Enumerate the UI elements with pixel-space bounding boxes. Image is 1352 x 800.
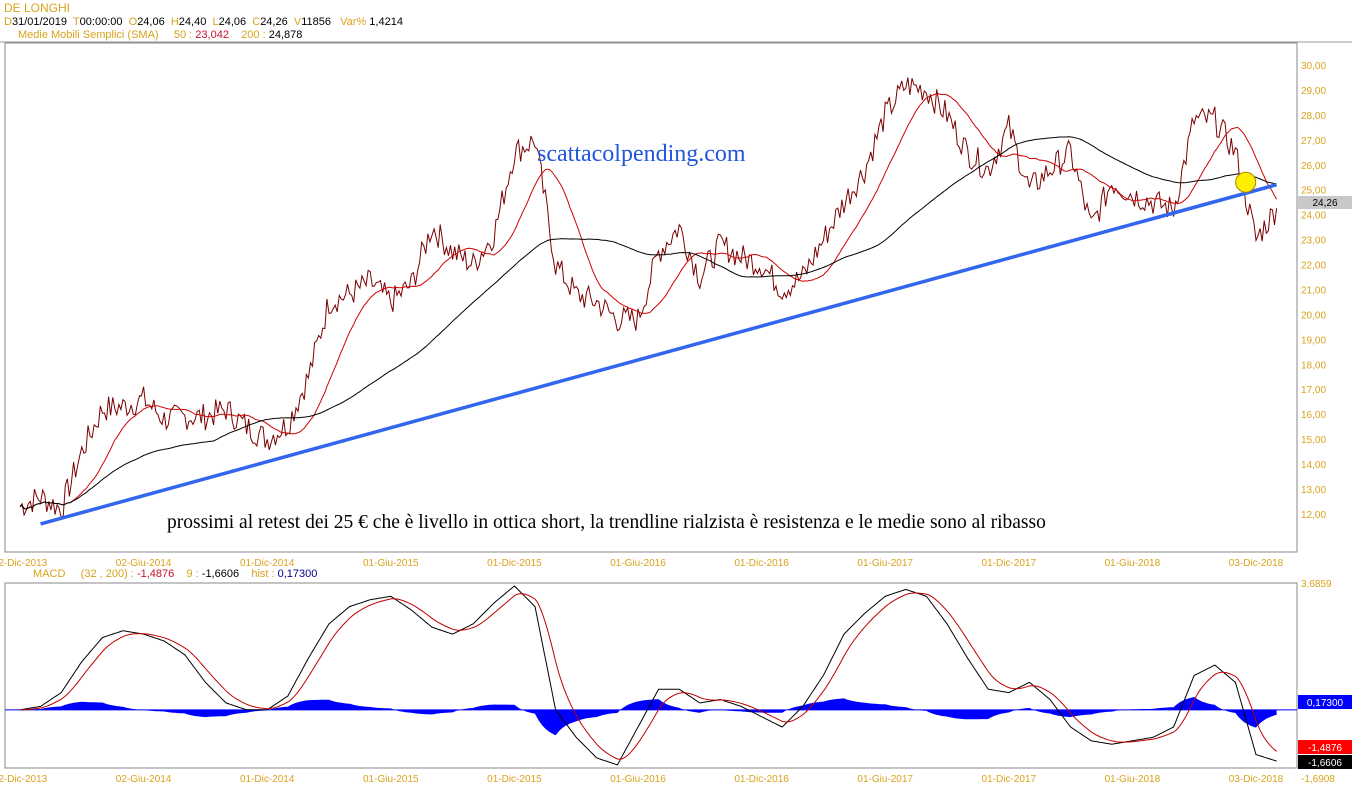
y-tick-label: 29,00 bbox=[1301, 86, 1326, 97]
chart-title: DE LONGHI bbox=[4, 1, 71, 15]
y-tick-label: 13,00 bbox=[1301, 485, 1326, 496]
retest-marker bbox=[1235, 171, 1257, 193]
macd-hist-value: 0,17300 bbox=[1298, 695, 1352, 709]
macd-y-tick-label: 3,6859 bbox=[1301, 579, 1332, 590]
y-tick-label: 17,00 bbox=[1301, 385, 1326, 396]
y-tick-label: 22,00 bbox=[1301, 261, 1326, 272]
macd-x-tick-label: 02-Dic-2013 bbox=[0, 774, 48, 785]
y-tick-label: 15,00 bbox=[1301, 435, 1326, 446]
macd-y-tick-label: -1,6908 bbox=[1301, 774, 1335, 785]
macd-x-tick-label: 02-Giu-2014 bbox=[116, 774, 172, 785]
x-tick-label: 01-Giu-2018 bbox=[1105, 558, 1161, 569]
y-tick-label: 27,00 bbox=[1301, 136, 1326, 147]
svg-text:-1,4876: -1,4876 bbox=[1308, 743, 1342, 754]
x-tick-label: 03-Dic-2018 bbox=[1229, 558, 1284, 569]
x-tick-label: 02-Giu-2014 bbox=[116, 558, 172, 569]
y-tick-label: 24,00 bbox=[1301, 211, 1326, 222]
last-price-label: 24,26 bbox=[1298, 196, 1352, 209]
y-tick-label: 23,00 bbox=[1301, 236, 1326, 247]
signal-value: -1,6606 bbox=[1298, 755, 1352, 769]
trendline[interactable] bbox=[40, 183, 1278, 526]
macd-x-tick-label: 03-Dic-2018 bbox=[1229, 774, 1284, 785]
x-tick-label: 01-Giu-2016 bbox=[610, 558, 666, 569]
y-tick-label: 28,00 bbox=[1301, 111, 1326, 122]
sma-50-line bbox=[19, 93, 1278, 510]
sma-200-line bbox=[19, 136, 1277, 510]
y-tick-label: 26,00 bbox=[1301, 161, 1326, 172]
y-tick-label: 12,00 bbox=[1301, 510, 1326, 521]
sma-legend: Medie Mobili Semplici (SMA) 50 : 23,042 … bbox=[18, 29, 303, 41]
ohlc-readout: D31/01/2019 T00:00:00 O24,06 H24,40 L24,… bbox=[4, 16, 403, 28]
macd-x-tick-label: 01-Giu-2017 bbox=[857, 774, 913, 785]
y-tick-label: 25,00 bbox=[1301, 186, 1326, 197]
x-tick-label: 01-Dic-2017 bbox=[982, 558, 1037, 569]
x-tick-label: 01-Giu-2015 bbox=[363, 558, 419, 569]
macd-x-tick-label: 01-Dic-2016 bbox=[734, 774, 789, 785]
y-tick-label: 14,00 bbox=[1301, 460, 1326, 471]
macd-x-tick-label: 01-Dic-2014 bbox=[240, 774, 295, 785]
macd-x-tick-label: 01-Dic-2017 bbox=[982, 774, 1037, 785]
x-tick-label: 01-Dic-2016 bbox=[734, 558, 789, 569]
macd-x-tick-label: 01-Dic-2015 bbox=[487, 774, 542, 785]
y-tick-label: 19,00 bbox=[1301, 335, 1326, 346]
watermark: scattacolpending.com bbox=[537, 141, 746, 167]
macd-panel bbox=[4, 582, 1298, 769]
x-tick-label: 02-Dic-2013 bbox=[0, 558, 48, 569]
macd-x-tick-label: 01-Giu-2016 bbox=[610, 774, 666, 785]
y-tick-label: 20,00 bbox=[1301, 310, 1326, 321]
macd-x-tick-label: 01-Giu-2018 bbox=[1105, 774, 1161, 785]
macd-value: -1,4876 bbox=[1298, 740, 1352, 754]
x-tick-label: 01-Dic-2015 bbox=[487, 558, 542, 569]
signal-line bbox=[20, 592, 1277, 760]
svg-text:24,26: 24,26 bbox=[1312, 198, 1337, 209]
y-tick-label: 30,00 bbox=[1301, 61, 1326, 72]
annotation-text: prossimi al retest dei 25 € che è livell… bbox=[167, 512, 1046, 533]
x-tick-label: 01-Giu-2017 bbox=[857, 558, 913, 569]
svg-text:-1,6606: -1,6606 bbox=[1308, 758, 1342, 769]
macd-histogram bbox=[20, 697, 1277, 736]
svg-text:0,17300: 0,17300 bbox=[1307, 698, 1344, 709]
y-tick-label: 18,00 bbox=[1301, 360, 1326, 371]
x-tick-label: 01-Dic-2014 bbox=[240, 558, 295, 569]
macd-x-tick-label: 01-Giu-2015 bbox=[363, 774, 419, 785]
macd-line bbox=[19, 585, 1277, 766]
y-tick-label: 16,00 bbox=[1301, 410, 1326, 421]
y-tick-label: 21,00 bbox=[1301, 285, 1326, 296]
price-line bbox=[19, 77, 1278, 519]
macd-legend: MACD (32 , 200) : -1,4876 9 : -1,6606 hi… bbox=[33, 568, 318, 580]
price-panel bbox=[4, 42, 1298, 553]
